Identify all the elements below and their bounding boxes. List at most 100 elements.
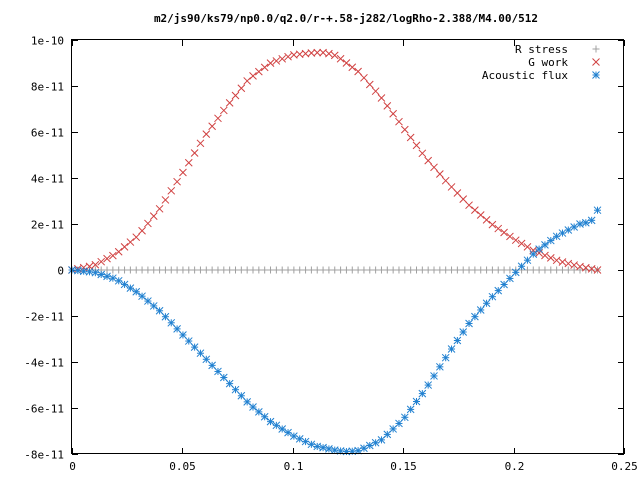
data-point (523, 256, 532, 265)
data-point (459, 195, 468, 203)
data-point (476, 211, 485, 219)
data-point (588, 266, 596, 274)
data-point (365, 80, 374, 89)
data-point (482, 216, 491, 224)
data-point (254, 67, 263, 76)
legend-marker (592, 45, 600, 53)
data-point (435, 170, 444, 178)
y-axis-ticks: 1e-10 8e-11 6e-11 4e-11 2e-11 0 -2e-11 -4e-11 -6… (24, 35, 624, 462)
data-point (109, 274, 117, 283)
data-point (400, 125, 409, 134)
data-point (161, 312, 170, 321)
data-point (488, 266, 496, 274)
data-point (266, 59, 275, 67)
data-point (494, 224, 503, 233)
data-point (179, 168, 187, 177)
data-point (278, 266, 286, 274)
data-point (424, 381, 433, 389)
data-point (535, 266, 543, 274)
data-point (418, 266, 426, 274)
data-point (395, 419, 403, 428)
data-point (412, 397, 421, 406)
data-point (120, 243, 129, 251)
data-point (360, 266, 368, 274)
data-point (535, 245, 543, 253)
data-point (348, 63, 357, 72)
data-point (453, 336, 462, 345)
data-point (208, 361, 216, 370)
data-point (483, 266, 491, 274)
legend-marker (592, 71, 600, 79)
x-axis-ticks: 0 0.05 0.1 0.15 0.2 0.25 (69, 40, 638, 473)
data-point (552, 232, 561, 241)
y-tick-label: -8e-11 (24, 449, 64, 462)
data-point (254, 408, 263, 416)
data-point (73, 266, 82, 275)
data-point (114, 247, 123, 256)
data-point (448, 266, 456, 274)
data-point (173, 325, 181, 333)
data-point (377, 94, 386, 102)
data-point (412, 266, 420, 274)
data-point (576, 266, 584, 274)
data-point (372, 266, 380, 274)
data-point (389, 109, 397, 118)
data-point (459, 328, 468, 336)
data-point (342, 266, 350, 274)
data-point (418, 149, 427, 158)
data-point (150, 266, 158, 274)
data-point (220, 266, 228, 274)
data-point (471, 266, 479, 274)
data-point (581, 218, 590, 227)
data-point (103, 254, 111, 263)
data-point (155, 306, 164, 315)
data-point (319, 266, 327, 274)
data-point (529, 250, 538, 258)
data-point (558, 258, 567, 266)
data-point (506, 274, 514, 283)
data-point (266, 417, 275, 426)
data-point (348, 266, 356, 274)
data-point (307, 266, 315, 274)
data-point (337, 266, 345, 274)
x-tick-label: 0.2 (505, 460, 525, 473)
data-point (284, 52, 292, 61)
data-point (290, 432, 298, 440)
data-point (407, 266, 415, 274)
data-point (488, 292, 497, 301)
data-point (418, 389, 427, 398)
data-point (237, 84, 246, 93)
data-point (482, 299, 491, 308)
data-point (447, 183, 456, 191)
data-point (558, 266, 566, 274)
chart-title: m2/js90/ks79/np0.0/q2.0/r-+.58-j282/logR… (154, 12, 538, 25)
data-point (471, 206, 479, 214)
data-point (400, 413, 409, 422)
x-tick-label: 0.15 (390, 460, 417, 473)
data-point (126, 238, 135, 246)
data-point (237, 391, 246, 400)
data-point (214, 367, 222, 376)
data-point (307, 49, 316, 57)
data-point (546, 236, 555, 245)
y-tick-label: -2e-11 (24, 311, 64, 324)
data-point (126, 266, 134, 274)
data-point (196, 266, 204, 274)
data-point (231, 385, 240, 394)
data-point (208, 266, 216, 274)
data-point (313, 442, 322, 451)
data-point (284, 266, 292, 274)
data-point (225, 379, 234, 388)
y-tick-label: 1e-10 (31, 35, 64, 48)
data-point (226, 266, 234, 274)
data-point (459, 266, 467, 274)
data-point (296, 266, 304, 274)
data-point (436, 266, 444, 274)
y-tick-label: 4e-11 (31, 173, 64, 186)
data-point (132, 266, 140, 274)
data-point (173, 177, 181, 186)
data-point (237, 266, 245, 274)
data-point (255, 266, 263, 274)
y-tick-label: -4e-11 (24, 357, 64, 370)
